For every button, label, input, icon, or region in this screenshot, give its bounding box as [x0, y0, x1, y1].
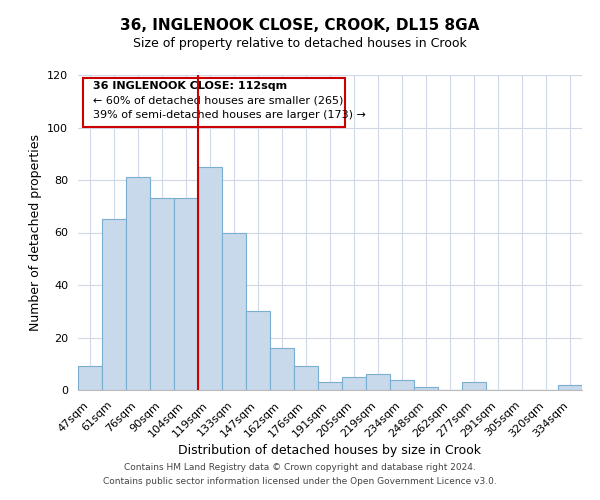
Bar	[198, 167, 222, 390]
Bar	[222, 232, 246, 390]
Bar	[462, 382, 486, 390]
Bar	[390, 380, 414, 390]
Bar	[366, 374, 390, 390]
Bar	[78, 366, 102, 390]
X-axis label: Distribution of detached houses by size in Crook: Distribution of detached houses by size …	[179, 444, 482, 458]
Bar	[414, 388, 438, 390]
Bar	[150, 198, 174, 390]
FancyBboxPatch shape	[83, 78, 345, 127]
Bar	[294, 366, 318, 390]
Text: 36 INGLENOOK CLOSE: 112sqm: 36 INGLENOOK CLOSE: 112sqm	[93, 82, 287, 92]
Bar	[318, 382, 342, 390]
Y-axis label: Number of detached properties: Number of detached properties	[29, 134, 41, 331]
Text: Contains public sector information licensed under the Open Government Licence v3: Contains public sector information licen…	[103, 477, 497, 486]
Bar	[342, 377, 366, 390]
Text: Contains HM Land Registry data © Crown copyright and database right 2024.: Contains HM Land Registry data © Crown c…	[124, 464, 476, 472]
Text: ← 60% of detached houses are smaller (265): ← 60% of detached houses are smaller (26…	[93, 96, 343, 106]
Text: Size of property relative to detached houses in Crook: Size of property relative to detached ho…	[133, 38, 467, 51]
Text: 36, INGLENOOK CLOSE, CROOK, DL15 8GA: 36, INGLENOOK CLOSE, CROOK, DL15 8GA	[121, 18, 479, 32]
Bar	[102, 220, 126, 390]
Bar	[174, 198, 198, 390]
Bar	[558, 385, 582, 390]
Bar	[246, 311, 270, 390]
Bar	[126, 178, 150, 390]
Bar	[270, 348, 294, 390]
Text: 39% of semi-detached houses are larger (173) →: 39% of semi-detached houses are larger (…	[93, 110, 366, 120]
